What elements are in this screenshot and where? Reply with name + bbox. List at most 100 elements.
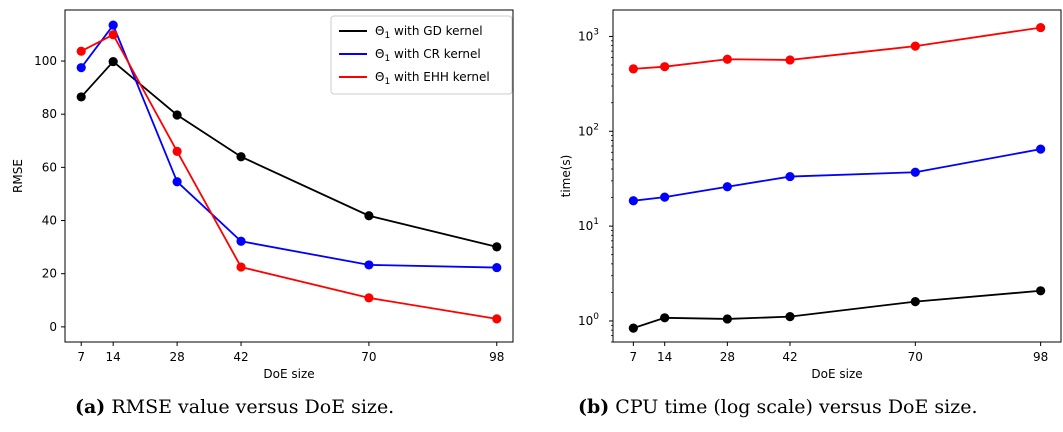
cpu-ytick-label: 100 [578, 312, 599, 328]
cpu-data-point [660, 62, 670, 72]
rmse-legend-base: Θ [375, 24, 384, 38]
rmse-ytick-label: 40 [42, 214, 57, 228]
rmse-ytick-label: 60 [42, 160, 57, 174]
cpu-data-point [660, 192, 670, 202]
rmse-series-1 [76, 56, 502, 252]
rmse-data-point [364, 260, 374, 270]
caption-b-text: CPU time (log scale) versus DoE size. [609, 396, 978, 418]
cpu-data-point [722, 54, 732, 64]
cpu-data-point [910, 167, 920, 177]
cpu-xtick-label: 28 [720, 350, 735, 364]
rmse-series-line [80, 33, 497, 320]
cpu-data-point [722, 314, 732, 324]
cpu-data-point [1036, 144, 1046, 154]
rmse-legend-entry: Θ1 with GD kernel [375, 24, 483, 41]
cpu-ytick-base: 10 [578, 124, 593, 138]
rmse-ytick-label: 0 [49, 320, 57, 334]
cpu-ytick-label: 103 [578, 27, 599, 43]
rmse-xtick-label: 42 [233, 350, 248, 364]
rmse-legend-subscript: 1 [384, 77, 390, 87]
rmse-data-point [492, 262, 502, 273]
cpu-ytick-exponent: 1 [593, 217, 599, 227]
rmse-data-point [108, 56, 118, 67]
cpu-series-line [633, 148, 1041, 202]
caption-a-label: (a) [75, 396, 106, 418]
cpu-data-point [785, 55, 795, 65]
cpu-data-point [785, 171, 795, 182]
rmse-ytick-label: 80 [42, 107, 57, 121]
cpu-xtick-label: 98 [1033, 350, 1048, 364]
rmse-data-point [76, 92, 86, 102]
cpu-ytick-label: 102 [578, 122, 599, 138]
rmse-ytick-label: 20 [42, 267, 57, 281]
cpu-ytick-base: 10 [578, 219, 593, 233]
rmse-xlabel: DoE size [263, 367, 314, 381]
rmse-data-point [108, 30, 118, 40]
cpu-series-2 [628, 144, 1046, 206]
rmse-data-point [364, 293, 374, 303]
cpu-series-1 [628, 286, 1046, 333]
rmse-ylabel: RMSE [11, 159, 25, 193]
cpu-xtick-label: 42 [782, 350, 797, 364]
rmse-legend-base: Θ [375, 70, 384, 84]
cpu-axes-frame [612, 9, 1062, 343]
rmse-xtick-label: 7 [77, 350, 85, 364]
rmse-data-point [76, 46, 86, 56]
rmse-data-point [236, 152, 246, 162]
rmse-axes-frame [64, 9, 514, 343]
rmse-data-point [172, 110, 182, 120]
rmse-xtick-label: 70 [361, 350, 376, 364]
cpu-ytick-base: 10 [578, 314, 593, 328]
rmse-data-point [236, 262, 246, 272]
cpu-xlabel: DoE size [811, 367, 862, 381]
rmse-series-2 [76, 20, 502, 273]
rmse-data-point [76, 63, 86, 73]
cpu-ylabel: time(s) [559, 155, 573, 198]
cpu-series-line [633, 26, 1041, 70]
caption-b-label: (b) [578, 396, 610, 418]
rmse-legend-label: with EHH kernel [390, 70, 489, 84]
rmse-xtick-label: 98 [489, 350, 504, 364]
rmse-series-line [80, 60, 498, 248]
rmse-data-point [172, 177, 182, 187]
cpu-ytick-exponent: 3 [593, 27, 599, 37]
rmse-ytick-label: 100 [34, 54, 57, 68]
cpu-ytick-exponent: 2 [593, 122, 599, 132]
cpu-data-point [722, 182, 732, 192]
cpu-ytick-base: 10 [578, 29, 593, 43]
cpu-data-point [628, 64, 638, 74]
cpu-data-point [1036, 286, 1046, 296]
cpu-data-point [660, 313, 670, 323]
rmse-legend-entry: Θ1 with EHH kernel [375, 70, 490, 87]
cpu-data-point [628, 323, 638, 333]
cpu-data-point [785, 312, 795, 322]
rmse-legend-entry: Θ1 with CR kernel [375, 47, 481, 64]
cpu-ytick-exponent: 0 [593, 312, 599, 322]
rmse-data-point [236, 236, 246, 246]
rmse-xtick-label: 28 [169, 350, 184, 364]
rmse-legend-label: with CR kernel [390, 47, 481, 61]
cpu-series-line [633, 289, 1041, 329]
cpu-xtick-label: 14 [657, 350, 672, 364]
rmse-legend-box [330, 15, 513, 95]
rmse-data-point [172, 146, 182, 157]
rmse-series-3 [76, 30, 502, 324]
cpu-data-point [910, 41, 920, 51]
cpu-xtick-label: 7 [630, 350, 638, 364]
cpu-xtick-label: 70 [908, 350, 923, 364]
rmse-data-point [108, 20, 118, 30]
rmse-xtick-label: 14 [106, 350, 121, 364]
rmse-legend-subscript: 1 [384, 31, 390, 41]
cpu-data-point [628, 196, 638, 206]
caption-b: (b) CPU time (log scale) versus DoE size… [578, 396, 978, 418]
rmse-legend-subscript: 1 [384, 54, 390, 64]
rmse-legend-base: Θ [375, 47, 384, 61]
rmse-data-point [492, 314, 502, 324]
cpu-data-point [1036, 22, 1046, 33]
rmse-series-line [80, 23, 497, 269]
cpu-data-point [910, 297, 920, 307]
caption-a: (a) RMSE value versus DoE size. [75, 396, 394, 418]
